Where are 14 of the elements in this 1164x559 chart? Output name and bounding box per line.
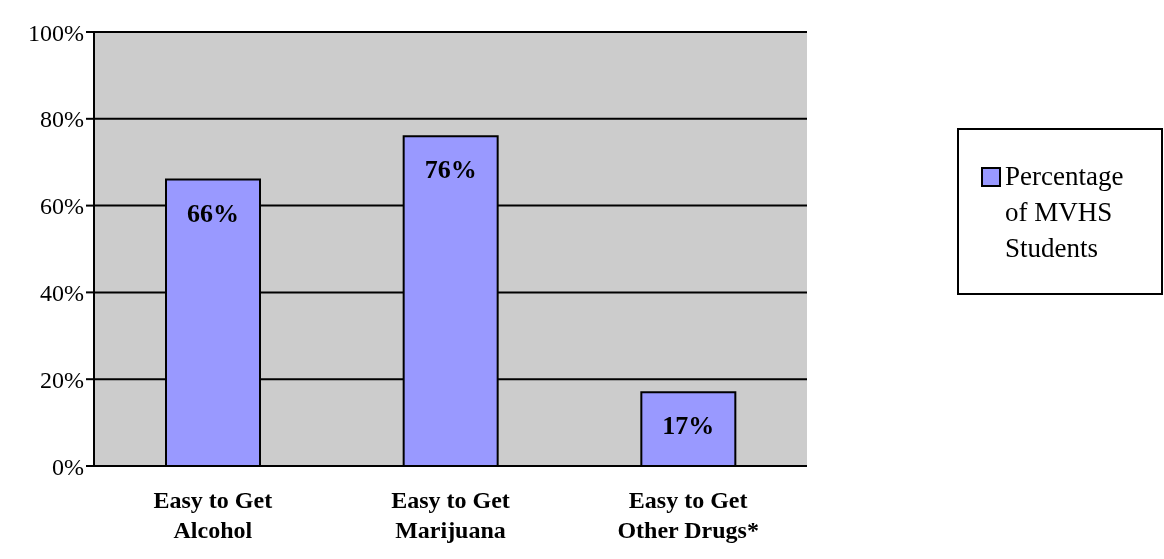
x-tick-label: Easy to Get Alcohol <box>153 487 273 543</box>
data-label: 76% <box>424 155 477 185</box>
y-tick-label: 0% <box>52 453 84 480</box>
bar <box>640 391 737 466</box>
y-tick-label: 40% <box>40 279 84 306</box>
x-tick-label: Easy to Get Marijuana <box>391 487 510 543</box>
y-tick-label: 60% <box>40 193 84 220</box>
x-tick-label: Easy to Get Other Drugs* <box>617 487 759 543</box>
legend-label: Percentage of MVHS Students <box>1005 160 1125 265</box>
y-tick-label: 20% <box>40 366 84 393</box>
data-label: 66% <box>187 198 239 228</box>
data-label: 17% <box>662 411 715 441</box>
y-tick-label: 100% <box>28 19 84 46</box>
y-tick-label: 80% <box>40 106 84 133</box>
